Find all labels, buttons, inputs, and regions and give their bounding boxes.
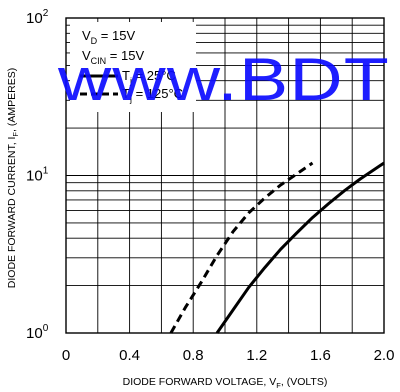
y-tick-label: 102	[26, 8, 49, 27]
legend-condition-vcin: VCIN = 15V	[82, 48, 144, 66]
series-line-1	[169, 161, 314, 334]
watermark: www.BDT	[57, 46, 390, 113]
x-tick-label: 2.0	[374, 347, 395, 364]
x-tick-label: 1.2	[246, 347, 267, 364]
legend-label-25c: Tj = 25°C	[122, 68, 176, 86]
x-axis-label: DIODE FORWARD VOLTAGE, VF, (VOLTS)	[123, 376, 328, 390]
y-tick-label: 100	[26, 323, 49, 342]
x-tick-label: 0	[62, 347, 70, 364]
y-tick-label: 101	[26, 166, 49, 185]
grid	[66, 18, 384, 333]
legend: VD = 15V VCIN = 15V Tj = 25°C Tj = 125°C	[70, 22, 196, 112]
y-axis-label: DIODE FORWARD CURRENT, IF, (AMPERES)	[6, 68, 20, 288]
y-tick-labels: 100 101 102	[26, 8, 49, 342]
curves	[169, 161, 385, 334]
legend-label-125c: Tj = 125°C	[122, 86, 183, 104]
legend-box	[70, 22, 196, 112]
x-tick-label: 1.6	[310, 347, 331, 364]
x-tick-labels: 0 0.4 0.8 1.2 1.6 2.0	[62, 347, 395, 364]
series-line-0	[215, 161, 385, 334]
x-tick-label: 0.8	[183, 347, 204, 364]
legend-condition-vd: VD = 15V	[82, 28, 135, 46]
plot-frame	[65, 17, 385, 334]
x-tick-label: 0.4	[119, 347, 140, 364]
